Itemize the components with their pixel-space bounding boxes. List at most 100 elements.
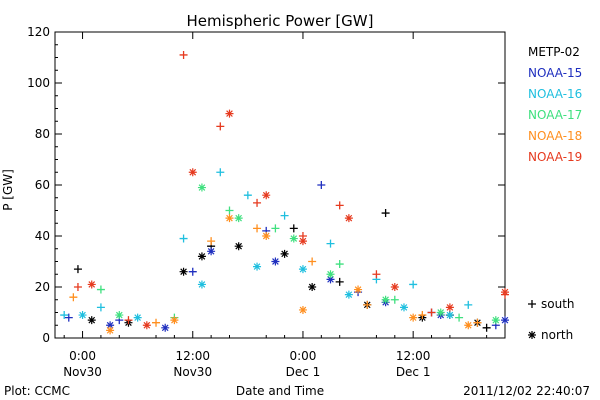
- plot-credit: Plot: CCMC: [4, 384, 70, 398]
- point-south-noaa-18: [253, 224, 262, 233]
- point-south-metp-02: [73, 265, 82, 274]
- point-north-noaa-19: [390, 283, 399, 291]
- point-north-noaa-19: [262, 191, 271, 200]
- x-tick-time-label: 12:00: [396, 349, 431, 363]
- point-south-noaa-16: [216, 168, 225, 177]
- axis-ticks: 0 20 40 60 80 100 120 0:00 Nov30 12:00 Nov30 0:00 De…: [27, 25, 505, 379]
- point-north-metp-02: [308, 283, 317, 291]
- point-north-noaa-16: [298, 265, 307, 274]
- legend: METP-02 NOAA-15 NOAA-16 NOAA-17 NOAA-18 NOAA-…: [528, 45, 582, 342]
- point-north-noaa-16: [399, 303, 408, 312]
- plot-timestamp: 2011/12/02 22:40:07: [463, 384, 590, 398]
- y-tick-label: 60: [35, 178, 50, 192]
- point-north-noaa-19: [501, 288, 509, 297]
- point-south-noaa-16: [96, 303, 105, 312]
- point-south-noaa-17: [455, 313, 464, 322]
- point-south-noaa-19: [253, 198, 262, 207]
- point-north-metp-02: [234, 242, 243, 251]
- point-north-noaa-17: [115, 311, 124, 320]
- point-north-noaa-17: [491, 316, 500, 325]
- point-south-noaa-19: [335, 201, 344, 210]
- point-north-noaa-17: [436, 308, 445, 317]
- point-north-noaa-19: [142, 321, 151, 330]
- y-tick-label: 120: [27, 25, 50, 39]
- point-south-noaa-16: [60, 311, 69, 320]
- point-north-metp-02: [179, 267, 188, 276]
- point-north-noaa-18: [106, 326, 115, 335]
- legend-entry: NOAA-16: [528, 87, 582, 101]
- point-south-noaa-18: [69, 293, 78, 302]
- point-south-noaa-19: [73, 283, 82, 291]
- point-north-noaa-17: [197, 183, 206, 192]
- point-north-noaa-15: [106, 321, 115, 330]
- point-south-noaa-16: [179, 234, 188, 243]
- point-north-noaa-15: [326, 275, 335, 284]
- legend-entry: METP-02: [528, 45, 580, 59]
- point-south-noaa-16: [409, 280, 418, 289]
- point-north-noaa-17: [381, 295, 390, 304]
- y-tick-label: 0: [42, 331, 50, 345]
- point-north-noaa-19: [298, 237, 307, 246]
- point-south-noaa-19: [427, 308, 436, 317]
- point-north-metp-02: [280, 249, 289, 258]
- y-tick-label: 20: [35, 280, 50, 294]
- point-north-metp-02: [197, 252, 206, 261]
- point-south-noaa-19: [372, 270, 381, 279]
- point-north-noaa-16: [445, 311, 454, 320]
- x-tick-date-label: Dec 1: [396, 365, 431, 379]
- point-north-noaa-19: [188, 168, 197, 177]
- point-south-noaa-18: [152, 318, 161, 327]
- point-south-noaa-16: [326, 239, 335, 248]
- point-south-noaa-16: [464, 300, 473, 309]
- point-north-noaa-18: [354, 285, 363, 294]
- point-north-noaa-17: [289, 234, 298, 243]
- point-north-noaa-18: [170, 316, 179, 325]
- point-north-noaa-16: [133, 313, 142, 322]
- x-tick-date-label: Nov30: [173, 365, 212, 379]
- x-tick-time-label: 0:00: [69, 349, 96, 363]
- y-tick-label: 80: [35, 127, 50, 141]
- point-north-noaa-17: [234, 214, 243, 223]
- point-south-metp-02: [335, 277, 344, 286]
- point-south-noaa-17: [390, 295, 399, 304]
- point-south-noaa-15: [188, 267, 197, 276]
- point-south-metp-02: [289, 224, 298, 233]
- point-north-noaa-16: [253, 262, 262, 271]
- point-north-noaa-18: [409, 313, 418, 322]
- point-north-noaa-19: [225, 109, 234, 118]
- point-north-noaa-19: [87, 280, 96, 289]
- point-south-noaa-19: [124, 316, 133, 325]
- point-south-noaa-19: [216, 122, 225, 131]
- chart-title: Hemispheric Power [GW]: [187, 12, 374, 30]
- point-south-noaa-15: [64, 313, 73, 322]
- point-north-noaa-17: [326, 270, 335, 279]
- point-south-noaa-19: [179, 50, 188, 59]
- point-north-noaa-16: [78, 311, 87, 320]
- point-south-noaa-17: [335, 260, 344, 269]
- plot-frame: [54, 31, 506, 339]
- legend-marker-south: [528, 300, 536, 308]
- point-north-noaa-16: [197, 280, 206, 289]
- data-points: [60, 50, 509, 335]
- point-south-noaa-18: [363, 300, 372, 309]
- y-tick-label: 40: [35, 229, 50, 243]
- legend-marker-label: north: [541, 328, 573, 342]
- point-north-noaa-19: [445, 303, 454, 312]
- point-north-noaa-18: [262, 232, 271, 240]
- point-north-metp-02: [87, 316, 96, 325]
- point-south-metp-02: [482, 323, 491, 332]
- point-south-noaa-18: [473, 318, 482, 327]
- y-tick-label: 100: [27, 76, 50, 90]
- point-north-noaa-15: [161, 323, 170, 332]
- legend-entry: NOAA-18: [528, 129, 582, 143]
- point-north-noaa-18: [464, 321, 473, 330]
- point-north-noaa-15: [271, 257, 280, 266]
- point-south-noaa-17: [225, 206, 234, 215]
- point-south-noaa-17: [271, 224, 280, 233]
- point-north-noaa-15: [207, 247, 216, 256]
- x-tick-time-label: 0:00: [289, 349, 316, 363]
- point-south-noaa-17: [96, 285, 105, 294]
- point-south-noaa-15: [317, 181, 326, 189]
